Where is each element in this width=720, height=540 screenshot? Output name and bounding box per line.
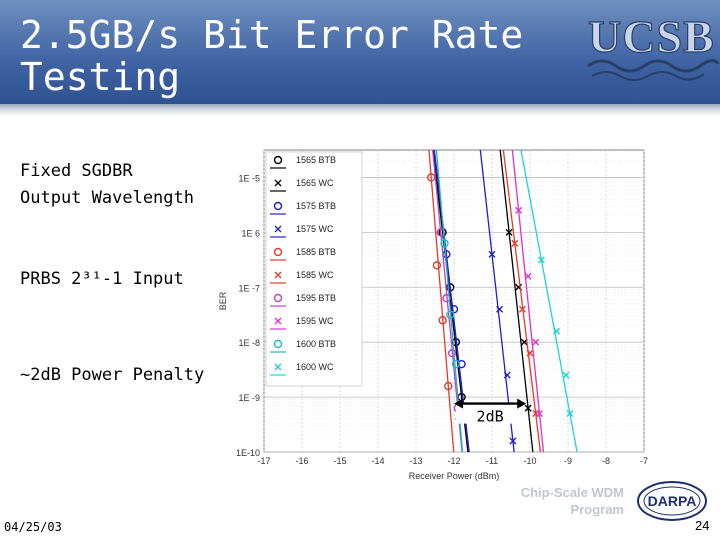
legend-marker: [273, 247, 283, 257]
data-point-cross: [524, 272, 532, 280]
program-line2: Program: [570, 502, 624, 517]
data-point-cross: [503, 371, 511, 379]
x-tick-label: -16: [295, 456, 308, 466]
x-tick-label: -8: [602, 456, 610, 466]
series-line: [499, 149, 534, 453]
logo-text: UCSB: [588, 11, 715, 62]
data-point-cross: [505, 228, 513, 236]
series-line: [479, 149, 515, 453]
data-point-cross: [526, 349, 534, 357]
legend-marker: [273, 293, 283, 303]
program-label: Chip-Scale WDM Program: [478, 484, 624, 518]
page-number: 24: [695, 518, 710, 533]
legend-label: 1600 BTB: [296, 339, 336, 349]
ucsb-logo: UCSB: [587, 10, 720, 81]
slide-title-line2: Testing: [20, 55, 181, 99]
legend-label: 1565 BTB: [296, 155, 336, 165]
title-bar-shadow: [0, 104, 720, 116]
darpa-logo: DARPA: [637, 481, 707, 521]
y-axis-label: BER: [218, 291, 228, 310]
legend-marker: [274, 363, 282, 371]
bullet-wavelength-line2: Output Wavelength: [20, 188, 194, 208]
legend-marker: [273, 201, 283, 211]
annotation-arrowhead-left: [454, 398, 463, 409]
title-bar: [0, 0, 720, 104]
x-tick-label: -13: [409, 456, 422, 466]
legend-label: 1565 WC: [296, 178, 334, 188]
y-tick-label: 1E 6: [241, 228, 260, 238]
y-tick-label: 1E -7: [238, 283, 260, 293]
data-point-cross: [536, 410, 543, 418]
bullet-prbs: PRBS 2³¹-1 Input: [20, 269, 184, 289]
slide-title: 2.5GB/s Bit Error Rate Testing: [20, 14, 540, 98]
data-point-circle: [451, 359, 461, 369]
data-point-circle: [444, 381, 453, 391]
legend-label: 1595 WC: [296, 316, 334, 326]
slide-title-line1: 2.5GB/s Bit Error Rate: [20, 13, 524, 57]
data-point-cross: [509, 437, 517, 445]
bullet-wavelength: Fixed SGDBR Output Wavelength: [20, 158, 194, 212]
data-point-circle: [447, 348, 457, 358]
legend-marker: [273, 339, 283, 349]
legend-marker: [273, 155, 283, 165]
data-point-cross: [566, 410, 574, 418]
data-point-cross: [553, 327, 561, 335]
ber-chart: -17 -16 -15 -14 -13 -12 -11 -10 -9 -8 -7 1E-10 1E -9…: [218, 149, 648, 481]
series-line: [520, 149, 578, 453]
y-tick-label: 1E -9: [238, 393, 260, 403]
data-point-cross: [488, 250, 496, 258]
bullet-power-penalty: ~2dB Power Penalty: [20, 365, 205, 385]
data-point-cross: [537, 256, 545, 264]
legend-marker: [274, 179, 282, 187]
legend-label: 1595 BTB: [296, 293, 336, 303]
legend-label: 1575 WC: [296, 224, 334, 234]
y-tick-label: 1E-10: [236, 448, 260, 458]
data-point-cross: [515, 206, 523, 214]
annotation-arrowhead-right: [517, 398, 527, 409]
bullet-wavelength-line1: Fixed SGDBR: [20, 161, 133, 181]
legend-marker: [274, 225, 282, 233]
data-point-circle: [445, 310, 455, 319]
legend-label: 1585 WC: [296, 270, 334, 280]
data-point-circle: [432, 261, 442, 270]
x-tick-label: -10: [523, 456, 536, 466]
x-tick-label: -17: [257, 456, 270, 466]
data-point-circle: [438, 316, 447, 325]
x-tick-label: -7: [640, 456, 648, 466]
program-line1: Chip-Scale WDM: [520, 485, 624, 500]
legend-label: 1575 BTB: [296, 201, 336, 211]
data-point-circle: [440, 239, 449, 248]
data-point-cross: [524, 404, 532, 412]
series-line: [511, 149, 545, 453]
x-tick-label: -9: [564, 456, 572, 466]
x-tick-label: -11: [486, 456, 498, 466]
y-tick-label: 1E -8: [238, 338, 260, 348]
series-line: [428, 149, 455, 453]
data-point-circle: [426, 173, 436, 182]
legend-label: 1600 WC: [296, 362, 334, 372]
data-point-cross: [562, 371, 570, 379]
legend-marker: [274, 271, 282, 279]
x-tick-label: -12: [447, 456, 460, 466]
x-tick-label: -14: [371, 456, 384, 466]
data-point-cross: [518, 305, 526, 313]
legend-label: 1585 BTB: [296, 247, 336, 257]
darpa-text: DARPA: [648, 493, 697, 509]
legend-marker: [274, 317, 282, 325]
data-point-circle: [457, 359, 466, 369]
annotation-label: 2dB: [477, 408, 504, 426]
data-point-cross: [496, 305, 504, 313]
series-line: [502, 149, 542, 453]
x-axis-label: Receiver Power (dBm): [409, 471, 500, 481]
annotation-bg: [456, 403, 525, 424]
y-tick-label: 1E -5: [238, 173, 260, 183]
footer-date: 04/25/03: [4, 520, 62, 534]
x-tick-label: -15: [333, 456, 346, 466]
data-point-cross: [511, 239, 519, 247]
data-point-cross: [532, 338, 540, 346]
